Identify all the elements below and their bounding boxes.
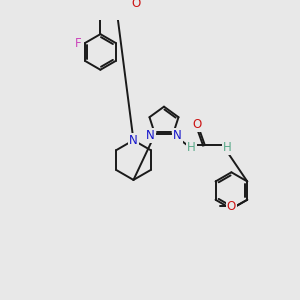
Text: H: H xyxy=(187,141,196,154)
Text: O: O xyxy=(192,118,201,131)
Text: N: N xyxy=(173,129,182,142)
Text: O: O xyxy=(131,0,140,10)
Text: F: F xyxy=(74,37,81,50)
Text: O: O xyxy=(226,200,236,213)
Text: N: N xyxy=(129,134,138,147)
Text: H: H xyxy=(223,141,232,154)
Text: N: N xyxy=(146,129,155,142)
